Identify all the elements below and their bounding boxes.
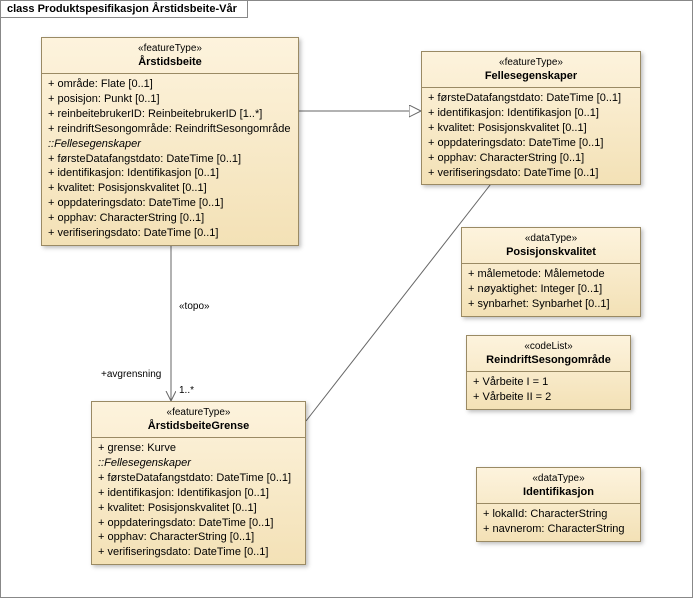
stereotype: «dataType» [468, 232, 634, 245]
frame-title: class Produktspesifikasjon Årstidsbeite-… [1, 1, 248, 18]
class-header: «featureType»Årstidsbeite [42, 38, 298, 74]
inherited-heading: ::Fellesegenskaper [48, 137, 292, 152]
attr-row: + førsteDatafangstdato: DateTime [0..1] [98, 471, 299, 486]
class-header: «featureType»ÅrstidsbeiteGrense [92, 402, 305, 438]
class-arstidsbeite: «featureType»Årstidsbeite+ område: Flate… [41, 37, 299, 246]
attr-row: + lokalId: CharacterString [483, 507, 634, 522]
attr-row: + grense: Kurve [98, 441, 299, 456]
stereotype: «featureType» [98, 406, 299, 419]
attr-row: + Vårbeite II = 2 [473, 390, 624, 405]
attr-row: + oppdateringsdato: DateTime [0..1] [428, 136, 634, 151]
attr-row: + reindriftSesongområde: ReindriftSesong… [48, 122, 292, 137]
attr-row: + oppdateringsdato: DateTime [0..1] [48, 196, 292, 211]
attr-row: + opphav: CharacterString [0..1] [48, 211, 292, 226]
class-name: Posisjonskvalitet [468, 245, 634, 259]
attr-row: + synbarhet: Synbarhet [0..1] [468, 297, 634, 312]
attr-row: + identifikasjon: Identifikasjon [0..1] [428, 106, 634, 121]
attr-row: + opphav: CharacterString [0..1] [428, 151, 634, 166]
stereotype: «featureType» [48, 42, 292, 55]
class-name: Fellesegenskaper [428, 69, 634, 83]
attrs: + lokalId: CharacterString+ navnerom: Ch… [477, 504, 640, 541]
diagram-frame: class Produktspesifikasjon Årstidsbeite-… [0, 0, 693, 598]
stereotype: «dataType» [483, 472, 634, 485]
class-name: Identifikasjon [483, 485, 634, 499]
attr-row: + kvalitet: Posisjonskvalitet [0..1] [98, 501, 299, 516]
stereotype: «featureType» [428, 56, 634, 69]
class-name: Årstidsbeite [48, 55, 292, 69]
edge-topo-label: «topo» [179, 301, 210, 312]
attr-row: + kvalitet: Posisjonskvalitet [0..1] [48, 181, 292, 196]
class-fellesegenskaper: «featureType»Fellesegenskaper+ førsteDat… [421, 51, 641, 185]
edge-topo-mult: 1..* [179, 385, 194, 396]
attr-row: + nøyaktighet: Integer [0..1] [468, 282, 634, 297]
edge-topo-role: +avgrensning [101, 369, 161, 380]
class-name: ReindriftSesongområde [473, 353, 624, 367]
class-posisjonskvalitet: «dataType»Posisjonskvalitet+ målemetode:… [461, 227, 641, 317]
class-arstidsbeitegrense: «featureType»ÅrstidsbeiteGrense+ grense:… [91, 401, 306, 565]
attr-row: + område: Flate [0..1] [48, 77, 292, 92]
attr-row: + Vårbeite I = 1 [473, 375, 624, 390]
class-header: «codeList»ReindriftSesongområde [467, 336, 630, 372]
attr-row: + verifiseringsdato: DateTime [0..1] [48, 226, 292, 241]
attr-row: + identifikasjon: Identifikasjon [0..1] [48, 166, 292, 181]
inherited-heading: ::Fellesegenskaper [98, 456, 299, 471]
stereotype: «codeList» [473, 340, 624, 353]
attr-row: + opphav: CharacterString [0..1] [98, 530, 299, 545]
attr-row: + målemetode: Målemetode [468, 267, 634, 282]
attrs: + grense: Kurve::Fellesegenskaper+ først… [92, 438, 305, 564]
attr-row: + reinbeitebrukerID: ReinbeitebrukerID [… [48, 107, 292, 122]
attr-row: + identifikasjon: Identifikasjon [0..1] [98, 486, 299, 501]
attr-row: + verifiseringsdato: DateTime [0..1] [98, 545, 299, 560]
attr-row: + førsteDatafangstdato: DateTime [0..1] [428, 91, 634, 106]
attrs: + Vårbeite I = 1+ Vårbeite II = 2 [467, 372, 630, 409]
attrs: + førsteDatafangstdato: DateTime [0..1]+… [422, 88, 640, 184]
attr-row: + førsteDatafangstdato: DateTime [0..1] [48, 152, 292, 167]
attr-row: + posisjon: Punkt [0..1] [48, 92, 292, 107]
class-header: «dataType»Identifikasjon [477, 468, 640, 504]
attr-row: + verifiseringsdato: DateTime [0..1] [428, 166, 634, 181]
class-header: «featureType»Fellesegenskaper [422, 52, 640, 88]
attr-row: + kvalitet: Posisjonskvalitet [0..1] [428, 121, 634, 136]
attrs: + område: Flate [0..1]+ posisjon: Punkt … [42, 74, 298, 244]
class-header: «dataType»Posisjonskvalitet [462, 228, 640, 264]
attrs: + målemetode: Målemetode+ nøyaktighet: I… [462, 264, 640, 316]
attr-row: + navnerom: CharacterString [483, 522, 634, 537]
attr-row: + oppdateringsdato: DateTime [0..1] [98, 516, 299, 531]
class-name: ÅrstidsbeiteGrense [98, 419, 299, 433]
class-reindriftsesongomrade: «codeList»ReindriftSesongområde+ Vårbeit… [466, 335, 631, 410]
class-identifikasjon: «dataType»Identifikasjon+ lokalId: Chara… [476, 467, 641, 542]
